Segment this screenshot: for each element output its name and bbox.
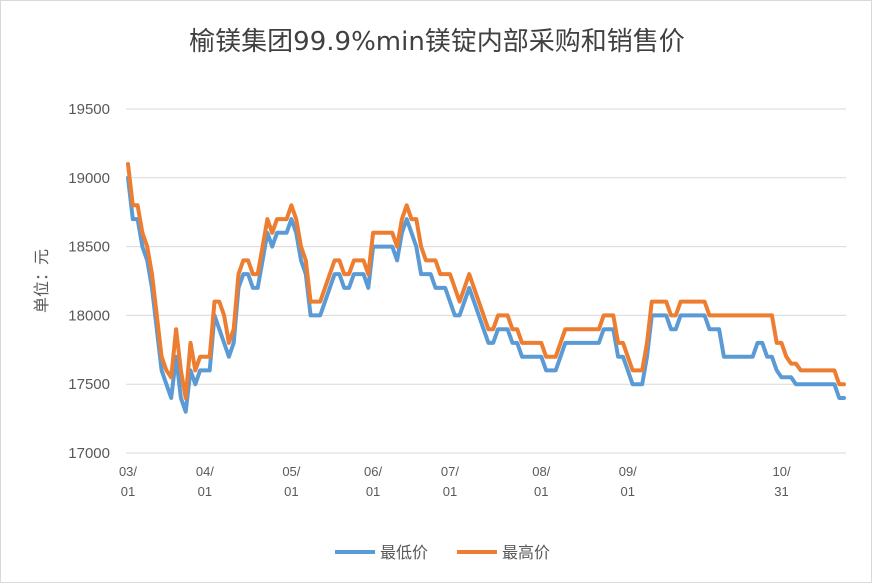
x-tick-label: 01 <box>198 484 212 499</box>
series-line-2 <box>126 162 846 400</box>
y-tick-label: 18500 <box>68 239 110 256</box>
y-tick-label: 19000 <box>68 170 110 187</box>
x-tick-label: 10/ <box>772 464 790 479</box>
legend-label: 最低价 <box>380 543 428 562</box>
x-tick-label: 06/ <box>364 464 382 479</box>
x-tick-label: 05/ <box>282 464 300 479</box>
y-axis-label: 单位：元 <box>32 249 51 313</box>
y-tick-label: 17000 <box>68 445 110 462</box>
x-tick-label: 07/ <box>441 464 459 479</box>
x-tick-label: 01 <box>621 484 635 499</box>
y-tick-label: 17500 <box>68 376 110 393</box>
x-tick-label: 04/ <box>196 464 214 479</box>
y-tick-label: 18000 <box>68 307 110 324</box>
y-tick-label: 19500 <box>68 101 110 118</box>
x-tick-label: 03/ <box>119 464 137 479</box>
x-tick-label: 08/ <box>532 464 550 479</box>
x-tick-label: 01 <box>284 484 298 499</box>
x-tick-label: 01 <box>534 484 548 499</box>
series-line-1 <box>126 175 846 414</box>
chart-title: 榆镁集团99.9%min镁锭内部采购和销售价 <box>189 27 685 57</box>
x-tick-label: 01 <box>443 484 457 499</box>
x-tick-label: 01 <box>121 484 135 499</box>
legend-label: 最高价 <box>502 543 550 562</box>
x-tick-label: 09/ <box>619 464 637 479</box>
x-tick-label: 31 <box>774 484 788 499</box>
x-tick-label: 01 <box>366 484 380 499</box>
